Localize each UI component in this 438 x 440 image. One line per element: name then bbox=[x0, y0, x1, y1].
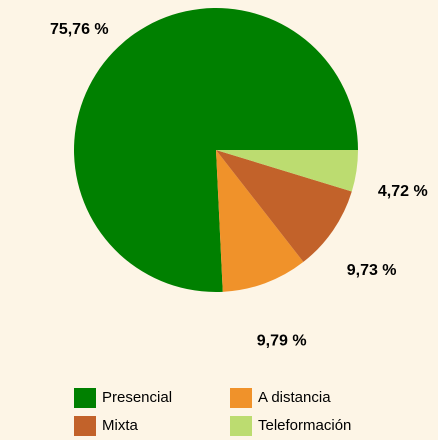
legend-label: Presencial bbox=[102, 389, 172, 406]
legend-label: A distancia bbox=[258, 389, 331, 406]
data-label: 4,72 % bbox=[378, 183, 428, 200]
pie-slice bbox=[216, 150, 358, 192]
data-label: 9,79 % bbox=[257, 332, 307, 349]
legend-swatch bbox=[230, 416, 252, 436]
legend-swatch bbox=[74, 416, 96, 436]
pie-slice bbox=[216, 150, 304, 292]
pie-slice bbox=[216, 150, 352, 262]
legend-swatch bbox=[74, 388, 96, 408]
legend-label: Teleformación bbox=[258, 417, 351, 434]
legend-swatch bbox=[230, 388, 252, 408]
legend-label: Mixta bbox=[102, 417, 138, 434]
data-label: 75,76 % bbox=[50, 21, 109, 38]
data-label: 9,73 % bbox=[347, 262, 397, 279]
